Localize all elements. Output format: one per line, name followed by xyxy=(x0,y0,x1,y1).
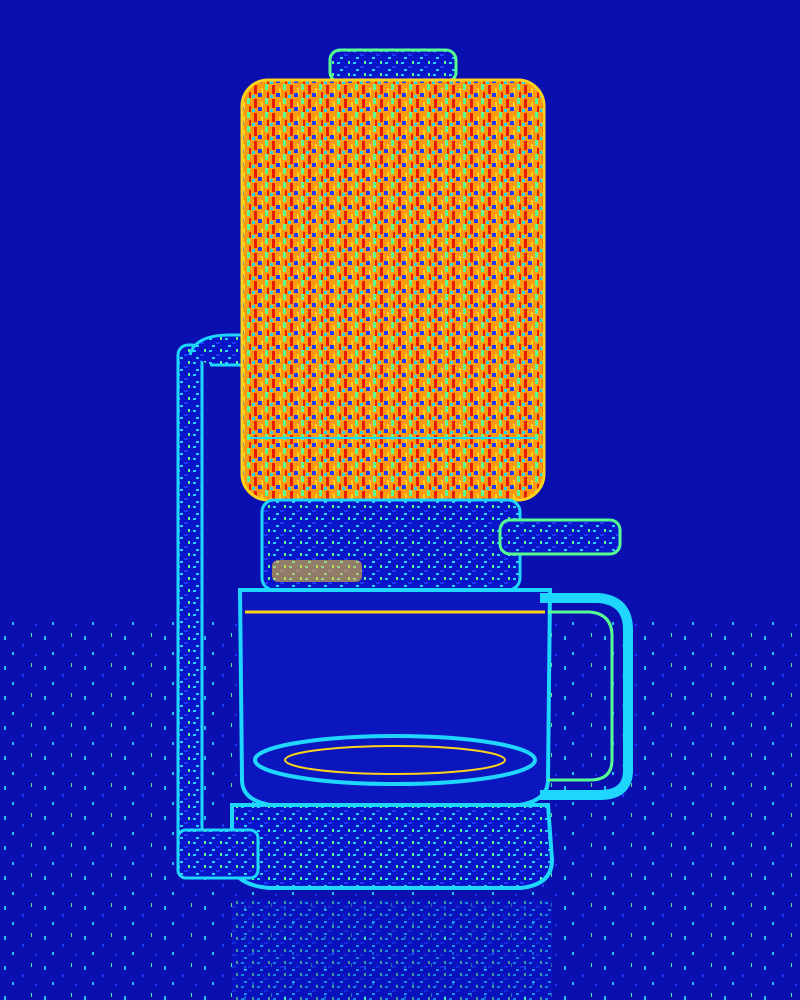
basket-highlight xyxy=(272,560,362,582)
carafe-handle-inner xyxy=(548,610,614,782)
warming-plate-base xyxy=(230,803,555,890)
basket-handle xyxy=(498,518,622,556)
carafe-bottom-inner xyxy=(284,745,506,775)
carafe-handle xyxy=(540,593,633,800)
reflection xyxy=(232,900,552,1000)
reservoir-cap xyxy=(328,48,458,84)
support-rod xyxy=(176,343,204,847)
glass-carafe xyxy=(237,588,553,807)
base-foot xyxy=(176,828,260,880)
carafe-bottom-ring xyxy=(253,734,537,786)
water-reservoir xyxy=(242,80,544,500)
